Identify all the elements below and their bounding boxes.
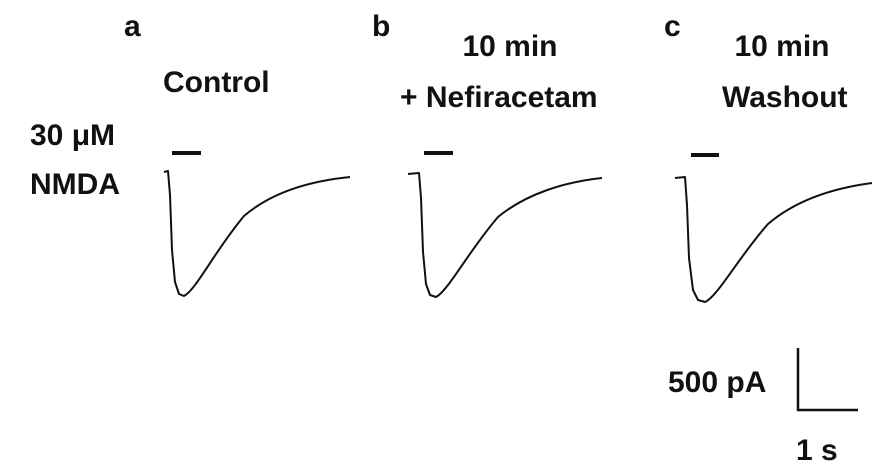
scale-label: 1 s — [796, 434, 838, 467]
panel-letter: a — [124, 10, 141, 43]
current-trace — [163, 170, 351, 297]
panel-title: 10 min — [734, 30, 829, 63]
stimulus-label: NMDA — [30, 168, 120, 201]
panel-title: Control — [163, 66, 270, 99]
panel-letter: b — [372, 10, 390, 43]
current-trace — [407, 172, 603, 298]
scale-label: 500 pA — [668, 366, 766, 399]
current-trace — [674, 176, 873, 303]
panel-title: 10 min — [462, 30, 557, 63]
stimulus-label: 30 μM — [30, 119, 115, 152]
panel-letter: c — [664, 10, 681, 43]
panel-title: Washout — [722, 81, 848, 114]
panel-title: + Nefiracetam — [400, 81, 598, 114]
scale-bar — [796, 348, 858, 412]
